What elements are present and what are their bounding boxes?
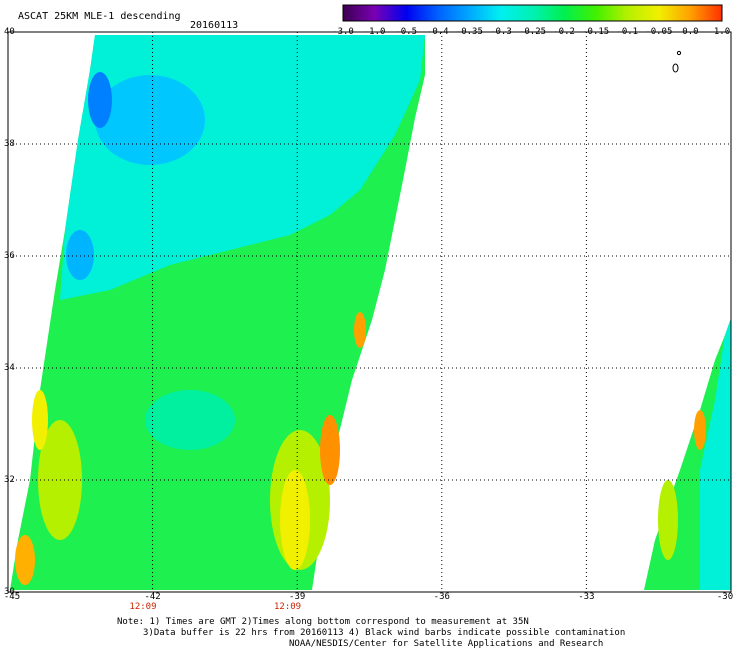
colorbar-tick-label: -1.0	[363, 27, 386, 37]
swath-teal-patch	[145, 390, 235, 450]
longitude-tick-label: -36	[433, 592, 450, 602]
colorbar-tick-label: -3.0	[332, 27, 354, 37]
colorbar-tick-label: -0.4	[426, 27, 449, 37]
product-date: 20160113	[190, 20, 239, 31]
longitude-tick-label: -45	[3, 592, 21, 602]
swath-layer	[10, 35, 731, 590]
swath-orange-edge	[354, 312, 366, 348]
pass-time-label: 12:09	[129, 602, 157, 612]
colorbar-frame	[342, 4, 723, 22]
swath-blue-patch	[95, 75, 205, 165]
island-outline	[672, 50, 682, 73]
colorbar-tick-label: -0.15	[582, 27, 610, 37]
grid-layer	[8, 32, 731, 592]
note-line-1: Note: 1) Times are GMT 2)Times along bot…	[117, 617, 529, 627]
latitude-tick-label: 38	[4, 139, 15, 149]
swath-yellow-west	[32, 390, 48, 450]
colorbar-tick-label: 0.0	[682, 27, 699, 37]
note-line-3: NOAA/NESDIS/Center for Satellite Applica…	[289, 639, 604, 649]
colorbar	[342, 4, 723, 22]
longitude-tick-label: -42	[144, 592, 161, 602]
swath-yellow-east	[280, 470, 310, 570]
latitude-tick-label: 36	[4, 251, 15, 261]
colorbar-tick-label: -0.3	[490, 27, 512, 37]
latitude-tick-label: 30	[4, 587, 15, 597]
colorbar-tick-label: -0.05	[645, 27, 673, 37]
colorbar-tick-label: -0.2	[553, 27, 575, 37]
longitude-tick-label: -39	[289, 592, 306, 602]
swath-deep-blue-patch	[88, 72, 112, 128]
latitude-tick-label: 40	[4, 27, 15, 37]
swath-blue-patch-2	[66, 230, 94, 280]
swath-orange-east	[320, 415, 340, 485]
colorbar-tick-label: 1.0	[713, 27, 731, 37]
swath-orange-west	[15, 535, 35, 585]
longitude-tick-label: -30	[716, 592, 734, 602]
colorbar-tick-label: -0.5	[395, 27, 417, 37]
pass-time-label: 12:09	[274, 602, 302, 612]
longitude-tick-label: -33	[578, 592, 595, 602]
product-title: ASCAT 25KM MLE-1 descending	[18, 11, 181, 22]
colorbar-tick-label: -0.25	[518, 27, 547, 37]
colorbar-tick-label: -0.35	[455, 27, 483, 37]
colorbar-ramp	[343, 5, 722, 21]
map-frame	[7, 31, 732, 593]
colorbar-tick-label: -0.1	[616, 27, 639, 37]
swath-right-yellow	[658, 480, 678, 560]
swath-right-cyan	[700, 318, 731, 590]
swath-right-orange	[694, 410, 706, 450]
latitude-tick-label: 32	[4, 475, 15, 485]
latitude-tick-label: 34	[4, 363, 15, 373]
note-line-2: 3)Data buffer is 22 hrs from 20160113 4)…	[143, 628, 626, 638]
